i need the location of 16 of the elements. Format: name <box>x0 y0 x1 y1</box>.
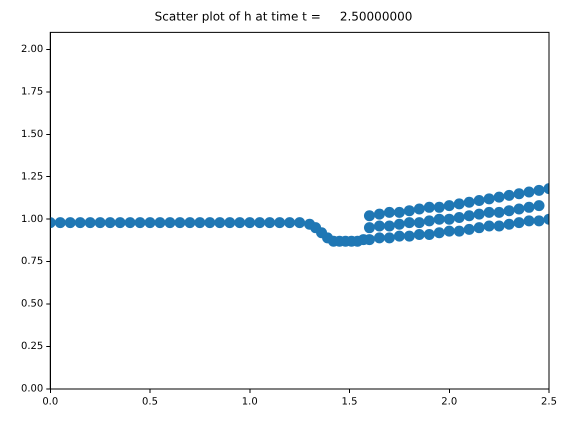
y-tick-label: 0.75 <box>21 256 44 268</box>
x-tick-label: 2.5 <box>541 396 557 408</box>
y-tick-label: 2.00 <box>21 44 44 55</box>
y-tick-label: 1.25 <box>21 171 44 182</box>
y-tick-label: 1.00 <box>21 214 44 225</box>
x-tick-label: 0.5 <box>142 396 158 408</box>
y-tick-label: 1.75 <box>21 86 44 98</box>
y-tick-label: 1.50 <box>21 128 44 140</box>
x-tick-label: 1.5 <box>342 396 358 408</box>
x-tick-label: 0.0 <box>42 396 58 408</box>
y-tick-label: 0.25 <box>21 341 44 352</box>
y-tick-label: 0.00 <box>21 384 44 395</box>
chart-title: Scatter plot of h at time t = 2.50000000 <box>154 9 412 24</box>
x-tick-label: 1.0 <box>242 396 258 408</box>
y-tick-label: 0.50 <box>21 298 44 310</box>
x-tick-label: 2.0 <box>441 396 458 408</box>
